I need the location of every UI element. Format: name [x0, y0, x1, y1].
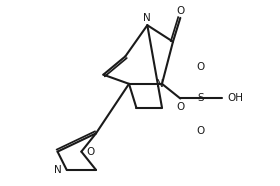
Text: N: N	[143, 13, 151, 23]
Text: O: O	[196, 126, 205, 136]
Text: O: O	[196, 62, 205, 72]
Text: S: S	[197, 94, 204, 103]
Text: N: N	[54, 165, 62, 175]
Text: O: O	[176, 102, 185, 112]
Text: O: O	[176, 6, 185, 16]
Text: N: N	[156, 79, 164, 89]
Text: O: O	[86, 147, 95, 157]
Text: OH: OH	[227, 94, 243, 103]
